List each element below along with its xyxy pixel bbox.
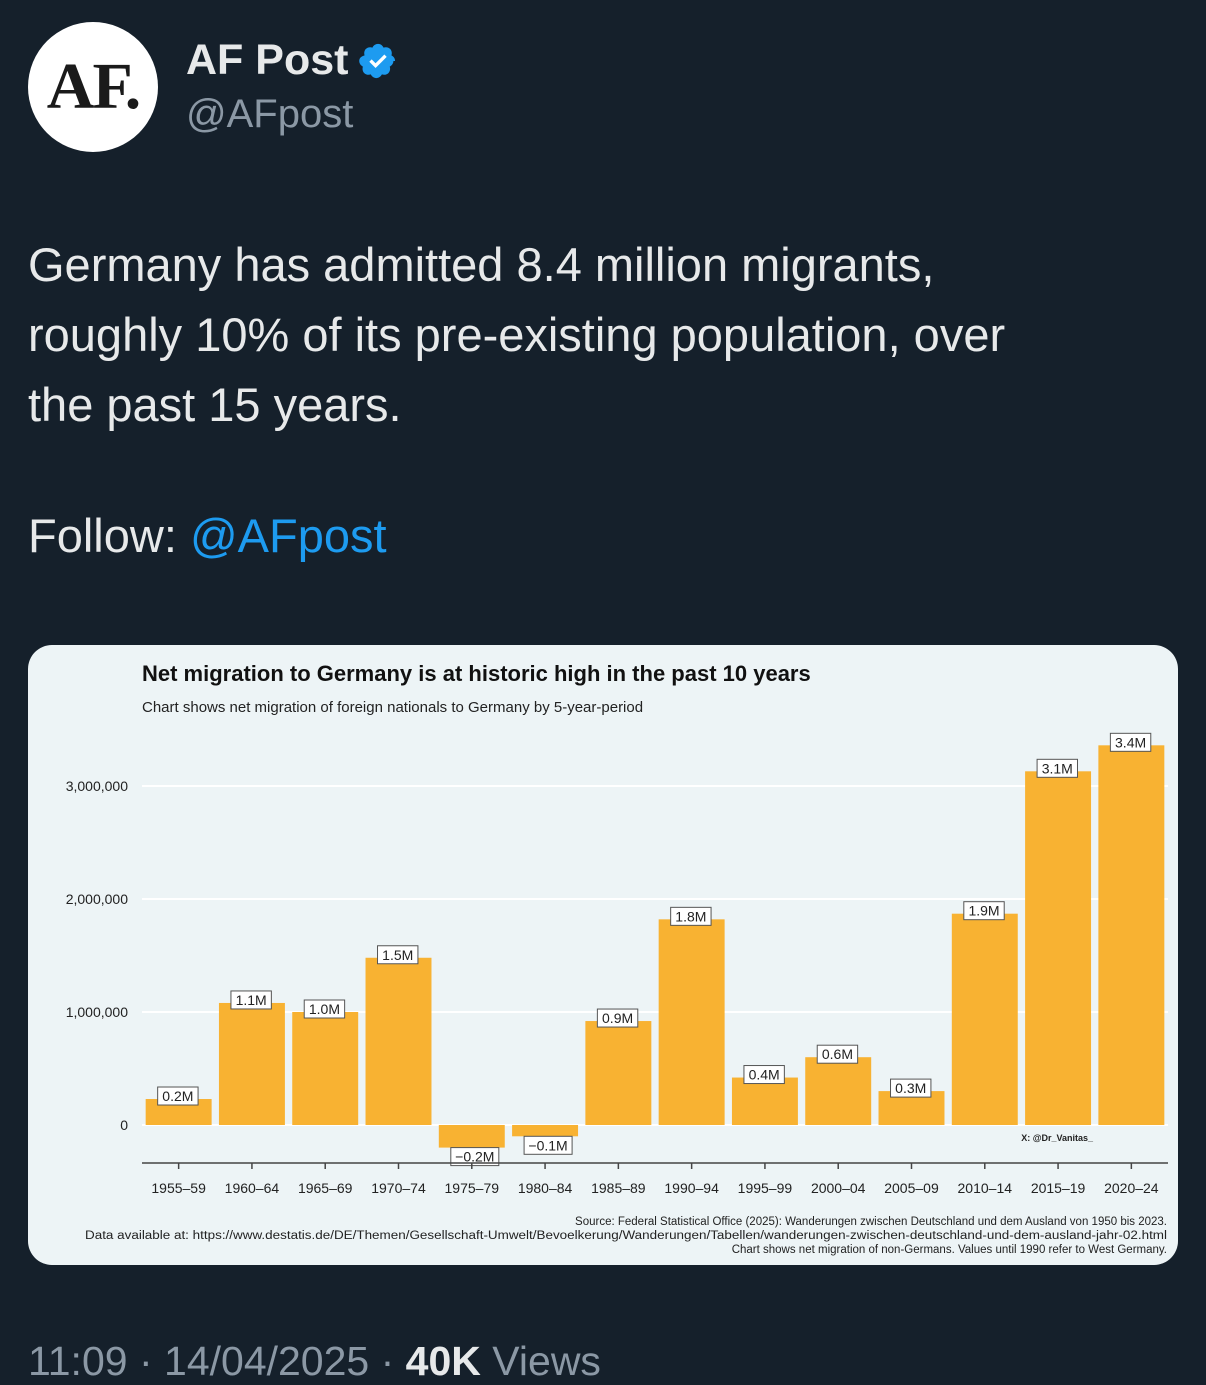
bar — [365, 957, 432, 1125]
avatar-logo-text: AF. — [46, 50, 141, 123]
data-label: 1.8M — [675, 908, 706, 924]
x-tick-label: 1960–64 — [225, 1180, 280, 1196]
data-label-box — [1109, 732, 1152, 752]
x-tick-label: 1990–94 — [664, 1180, 719, 1196]
data-label-box — [157, 1086, 199, 1106]
x-tick-label: 2010–14 — [958, 1180, 1013, 1196]
bar — [438, 1125, 505, 1148]
y-tick-label: 2,000,000 — [66, 891, 128, 907]
data-label-box — [230, 990, 272, 1010]
x-tick-label: 1975–79 — [445, 1180, 500, 1196]
chart-image[interactable]: Net migration to Germany is at historic … — [28, 645, 1178, 1265]
tweet-date[interactable]: 14/04/2025 — [164, 1338, 370, 1384]
data-label-box — [816, 1044, 859, 1064]
tweet-meta: 11:09 · 14/04/2025 · 40K Views — [28, 1338, 601, 1385]
data-label-box — [890, 1078, 932, 1098]
tweet-line: the past 15 years. — [28, 378, 402, 431]
bar — [951, 913, 1018, 1125]
display-name[interactable]: AF Post — [186, 36, 398, 85]
bar — [1098, 745, 1165, 1125]
source-line: Source: Federal Statistical Office (2025… — [575, 1216, 1167, 1228]
separator-dot: · — [138, 1338, 165, 1384]
bar — [658, 919, 725, 1125]
bar — [218, 1002, 285, 1125]
tweet-line: Germany has admitted 8.4 million migrant… — [28, 238, 935, 291]
bar — [292, 1012, 359, 1125]
data-label-box — [670, 906, 712, 926]
data-label: 3.4M — [1115, 734, 1146, 750]
data-label-box — [450, 1147, 500, 1167]
x-tick-label: 1970–74 — [371, 1180, 426, 1196]
y-tick-label: 1,000,000 — [66, 1004, 128, 1020]
data-label: 0.2M — [162, 1088, 193, 1104]
views-label: Views — [492, 1338, 601, 1384]
user-handle[interactable]: @AFpost — [186, 92, 354, 136]
avatar[interactable]: AF. — [28, 22, 158, 152]
x-tick-label: 1980–84 — [518, 1180, 573, 1196]
x-tick-label: 2000–04 — [811, 1180, 866, 1196]
x-tick-label: 1995–99 — [738, 1180, 793, 1196]
data-label-box — [596, 1008, 639, 1028]
follow-mention-link[interactable]: @AFpost — [189, 509, 387, 562]
tweet-time[interactable]: 11:09 — [28, 1338, 128, 1384]
bar — [731, 1077, 798, 1125]
y-tick-label: 3,000,000 — [66, 778, 128, 794]
tweet-text: Germany has admitted 8.4 million migrant… — [28, 230, 1178, 440]
verified-badge-icon — [359, 43, 396, 78]
tweet-line: roughly 10% of its pre-existing populati… — [28, 308, 1006, 361]
data-label: −0.2M — [455, 1149, 494, 1165]
source-line: Chart shows net migration of non-Germans… — [732, 1244, 1167, 1256]
data-label: 0.6M — [822, 1046, 853, 1062]
bar — [1025, 771, 1092, 1125]
data-label-box — [377, 945, 419, 965]
data-label: −0.1M — [528, 1137, 567, 1153]
chart-title: Net migration to Germany is at historic … — [142, 661, 811, 686]
x-tick-label: 2015–19 — [1031, 1180, 1086, 1196]
data-label: 0.4M — [749, 1067, 780, 1083]
display-name-text: AF Post — [186, 36, 349, 84]
data-label: 3.1M — [1042, 760, 1073, 776]
data-label-box — [1036, 758, 1078, 778]
bar — [805, 1057, 872, 1125]
views-count: 40K — [405, 1338, 481, 1384]
data-label-box — [963, 901, 1005, 921]
bar-chart: Net migration to Germany is at historic … — [66, 661, 1168, 1256]
bar — [512, 1125, 579, 1137]
data-label-box — [743, 1065, 785, 1085]
y-tick-label: 0 — [120, 1117, 128, 1133]
follow-label: Follow: — [28, 509, 177, 562]
x-tick-label: 1965–69 — [298, 1180, 353, 1196]
data-label: 0.3M — [895, 1080, 926, 1096]
source-line: Data available at: https://www.destatis.… — [85, 1230, 1167, 1242]
data-label: 1.1M — [236, 992, 267, 1008]
x-tick-label: 2005–09 — [884, 1180, 939, 1196]
x-tick-label: 1955–59 — [151, 1180, 206, 1196]
data-label: 0.9M — [602, 1010, 633, 1026]
x-tick-label: 2020–24 — [1104, 1180, 1159, 1196]
data-label: 1.5M — [382, 947, 413, 963]
follow-line: Follow: @AFpost — [28, 508, 387, 563]
x-tick-label: 1985–89 — [591, 1180, 646, 1196]
data-label: 1.0M — [309, 1001, 340, 1017]
chart-subtitle: Chart shows net migration of foreign nat… — [142, 699, 643, 716]
separator-dot: · — [380, 1338, 406, 1384]
chart-watermark: X: @Dr_Vanitas_ — [1021, 1133, 1094, 1143]
data-label: 1.9M — [968, 903, 999, 919]
data-label-box — [523, 1135, 573, 1155]
bar — [585, 1021, 652, 1125]
data-label-box — [303, 999, 346, 1019]
